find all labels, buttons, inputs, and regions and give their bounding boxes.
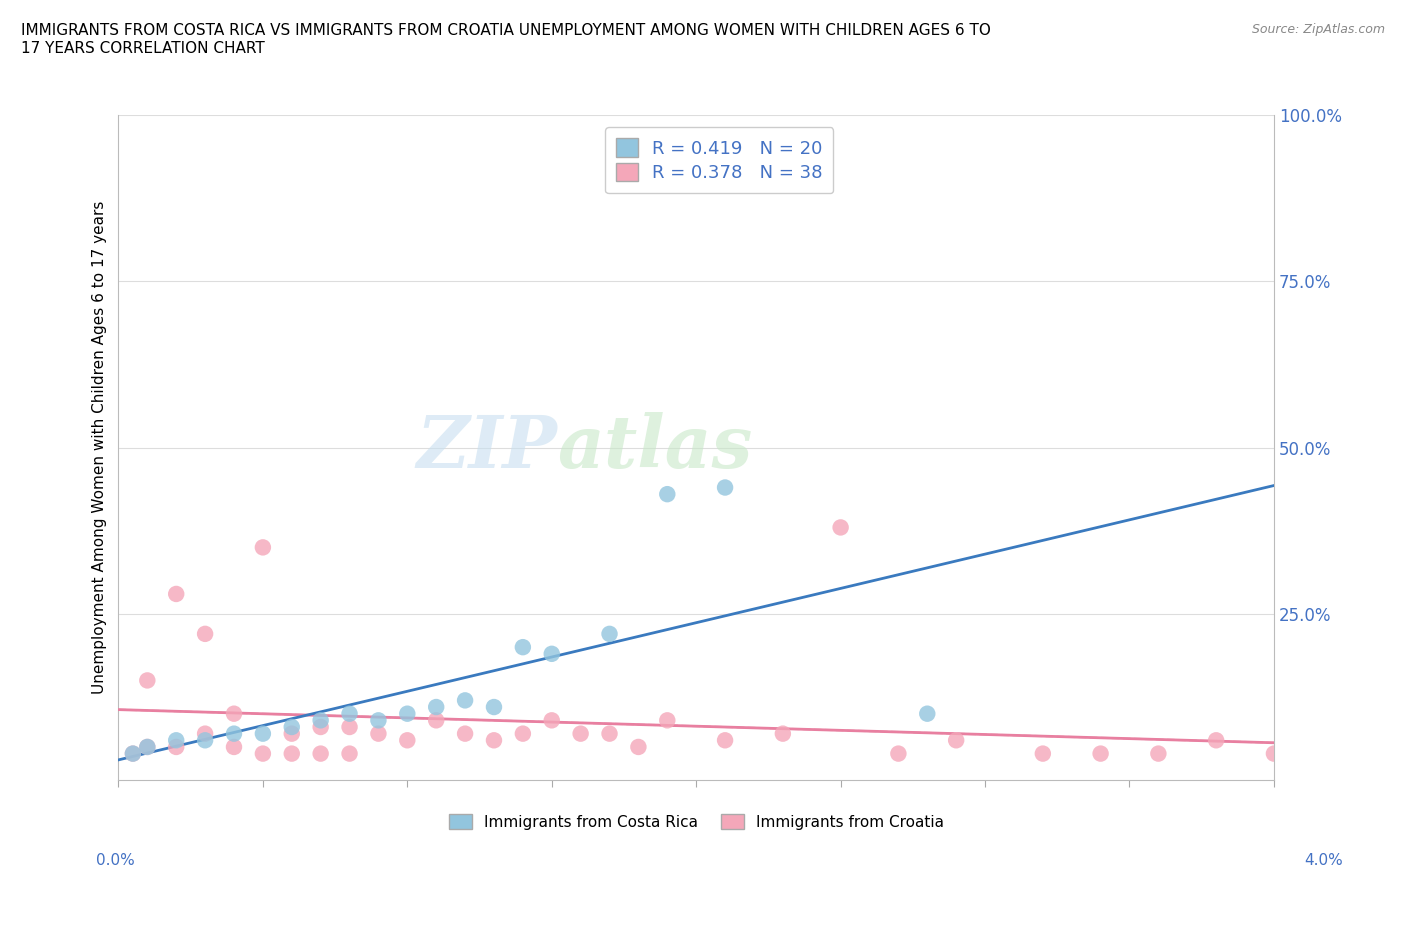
Point <box>194 726 217 741</box>
Point <box>657 713 679 728</box>
Point <box>122 746 145 761</box>
Point <box>627 739 650 754</box>
Point <box>252 746 274 761</box>
Point <box>222 726 245 741</box>
Point <box>482 699 505 714</box>
Point <box>945 733 967 748</box>
Point <box>830 520 852 535</box>
Point <box>1147 746 1170 761</box>
Point <box>281 726 304 741</box>
Point <box>1090 746 1112 761</box>
Point <box>252 726 274 741</box>
Text: Source: ZipAtlas.com: Source: ZipAtlas.com <box>1251 23 1385 36</box>
Point <box>599 627 621 642</box>
Point <box>339 720 361 735</box>
Point <box>222 706 245 721</box>
Legend: Immigrants from Costa Rica, Immigrants from Croatia: Immigrants from Costa Rica, Immigrants f… <box>443 807 950 836</box>
Point <box>482 733 505 748</box>
Point <box>657 486 679 501</box>
Point <box>136 739 159 754</box>
Point <box>540 713 562 728</box>
Point <box>714 733 737 748</box>
Point <box>512 640 534 655</box>
Text: IMMIGRANTS FROM COSTA RICA VS IMMIGRANTS FROM CROATIA UNEMPLOYMENT AMONG WOMEN W: IMMIGRANTS FROM COSTA RICA VS IMMIGRANTS… <box>21 23 991 56</box>
Point <box>887 746 910 761</box>
Point <box>396 733 419 748</box>
Point <box>252 540 274 555</box>
Point <box>309 746 332 761</box>
Point <box>1263 746 1285 761</box>
Text: ZIP: ZIP <box>416 412 558 483</box>
Text: atlas: atlas <box>558 412 752 483</box>
Point <box>367 713 389 728</box>
Text: 4.0%: 4.0% <box>1303 853 1343 868</box>
Point <box>309 720 332 735</box>
Point <box>281 746 304 761</box>
Point <box>1032 746 1054 761</box>
Point <box>540 646 562 661</box>
Y-axis label: Unemployment Among Women with Children Ages 6 to 17 years: Unemployment Among Women with Children A… <box>93 201 107 695</box>
Point <box>772 726 794 741</box>
Point <box>136 673 159 688</box>
Point <box>122 746 145 761</box>
Point <box>339 706 361 721</box>
Point <box>569 726 592 741</box>
Point <box>1205 733 1227 748</box>
Point <box>396 706 419 721</box>
Point <box>425 713 447 728</box>
Point <box>512 726 534 741</box>
Point <box>194 733 217 748</box>
Point <box>714 480 737 495</box>
Text: 0.0%: 0.0% <box>96 853 135 868</box>
Point <box>165 587 187 602</box>
Point <box>454 726 477 741</box>
Point <box>309 713 332 728</box>
Point <box>425 699 447 714</box>
Point <box>136 739 159 754</box>
Point <box>599 726 621 741</box>
Point <box>165 739 187 754</box>
Point <box>222 739 245 754</box>
Point <box>454 693 477 708</box>
Point <box>367 726 389 741</box>
Point <box>339 746 361 761</box>
Point <box>281 720 304 735</box>
Point <box>165 733 187 748</box>
Point <box>917 706 939 721</box>
Point <box>194 627 217 642</box>
